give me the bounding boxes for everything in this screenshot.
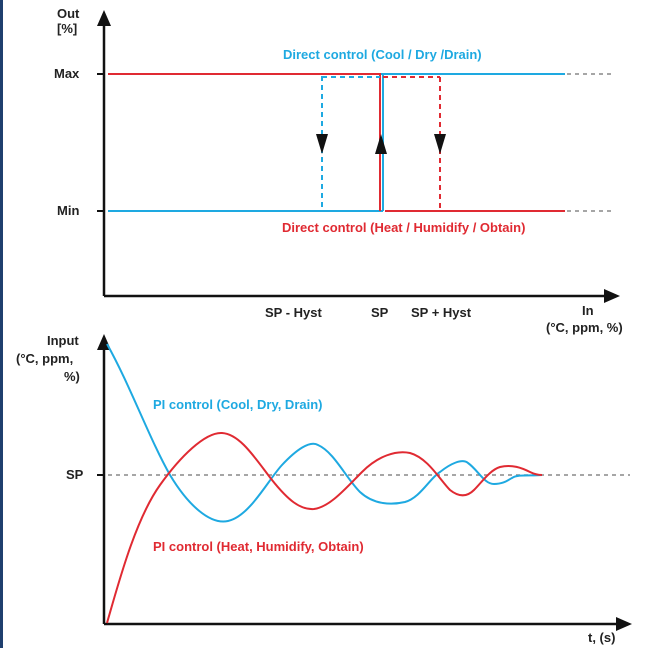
bottom-red-label: PI control (Heat, Humidify, Obtain)	[153, 539, 364, 554]
top-y-label-1: Out	[57, 6, 80, 21]
hysteresis-diagram: Out [%] Max Min Direct control (Cool / D…	[54, 6, 623, 335]
top-blue-label: Direct control (Cool / Dry /Drain)	[283, 47, 482, 62]
red-pi-curve	[106, 431, 543, 624]
top-y-axis-arrow	[97, 10, 111, 26]
bottom-blue-label: PI control (Cool, Dry, Drain)	[153, 397, 323, 412]
top-x-tick-sp: SP	[371, 305, 389, 320]
top-x-label-1: In	[582, 303, 594, 318]
top-y-max: Max	[54, 66, 80, 81]
bottom-x-axis-arrow	[616, 617, 632, 631]
sp-up-arrow	[375, 134, 387, 154]
top-y-label-2: [%]	[57, 21, 77, 36]
top-x-tick-sp-plus-hyst: SP + Hyst	[411, 305, 472, 320]
bottom-x-label: t, (s)	[588, 630, 615, 645]
bottom-y-label-3: %)	[64, 369, 80, 384]
bottom-y-label-1: Input	[47, 333, 79, 348]
pi-control-diagram: Input (°C, ppm, %) SP PI control (Cool, …	[16, 333, 632, 645]
top-red-label: Direct control (Heat / Humidify / Obtain…	[282, 220, 525, 235]
left-border	[0, 0, 3, 648]
blue-pi-curve	[106, 343, 543, 523]
top-x-axis-arrow	[604, 289, 620, 303]
top-x-tick-sp-minus-hyst: SP - Hyst	[265, 305, 323, 320]
bottom-y-label-2: (°C, ppm,	[16, 351, 73, 366]
bottom-y-sp: SP	[66, 467, 84, 482]
hyst-plus-down-arrow	[434, 134, 446, 154]
hyst-minus-down-arrow	[316, 134, 328, 154]
top-x-label-2: (°C, ppm, %)	[546, 320, 623, 335]
top-y-min: Min	[57, 203, 79, 218]
